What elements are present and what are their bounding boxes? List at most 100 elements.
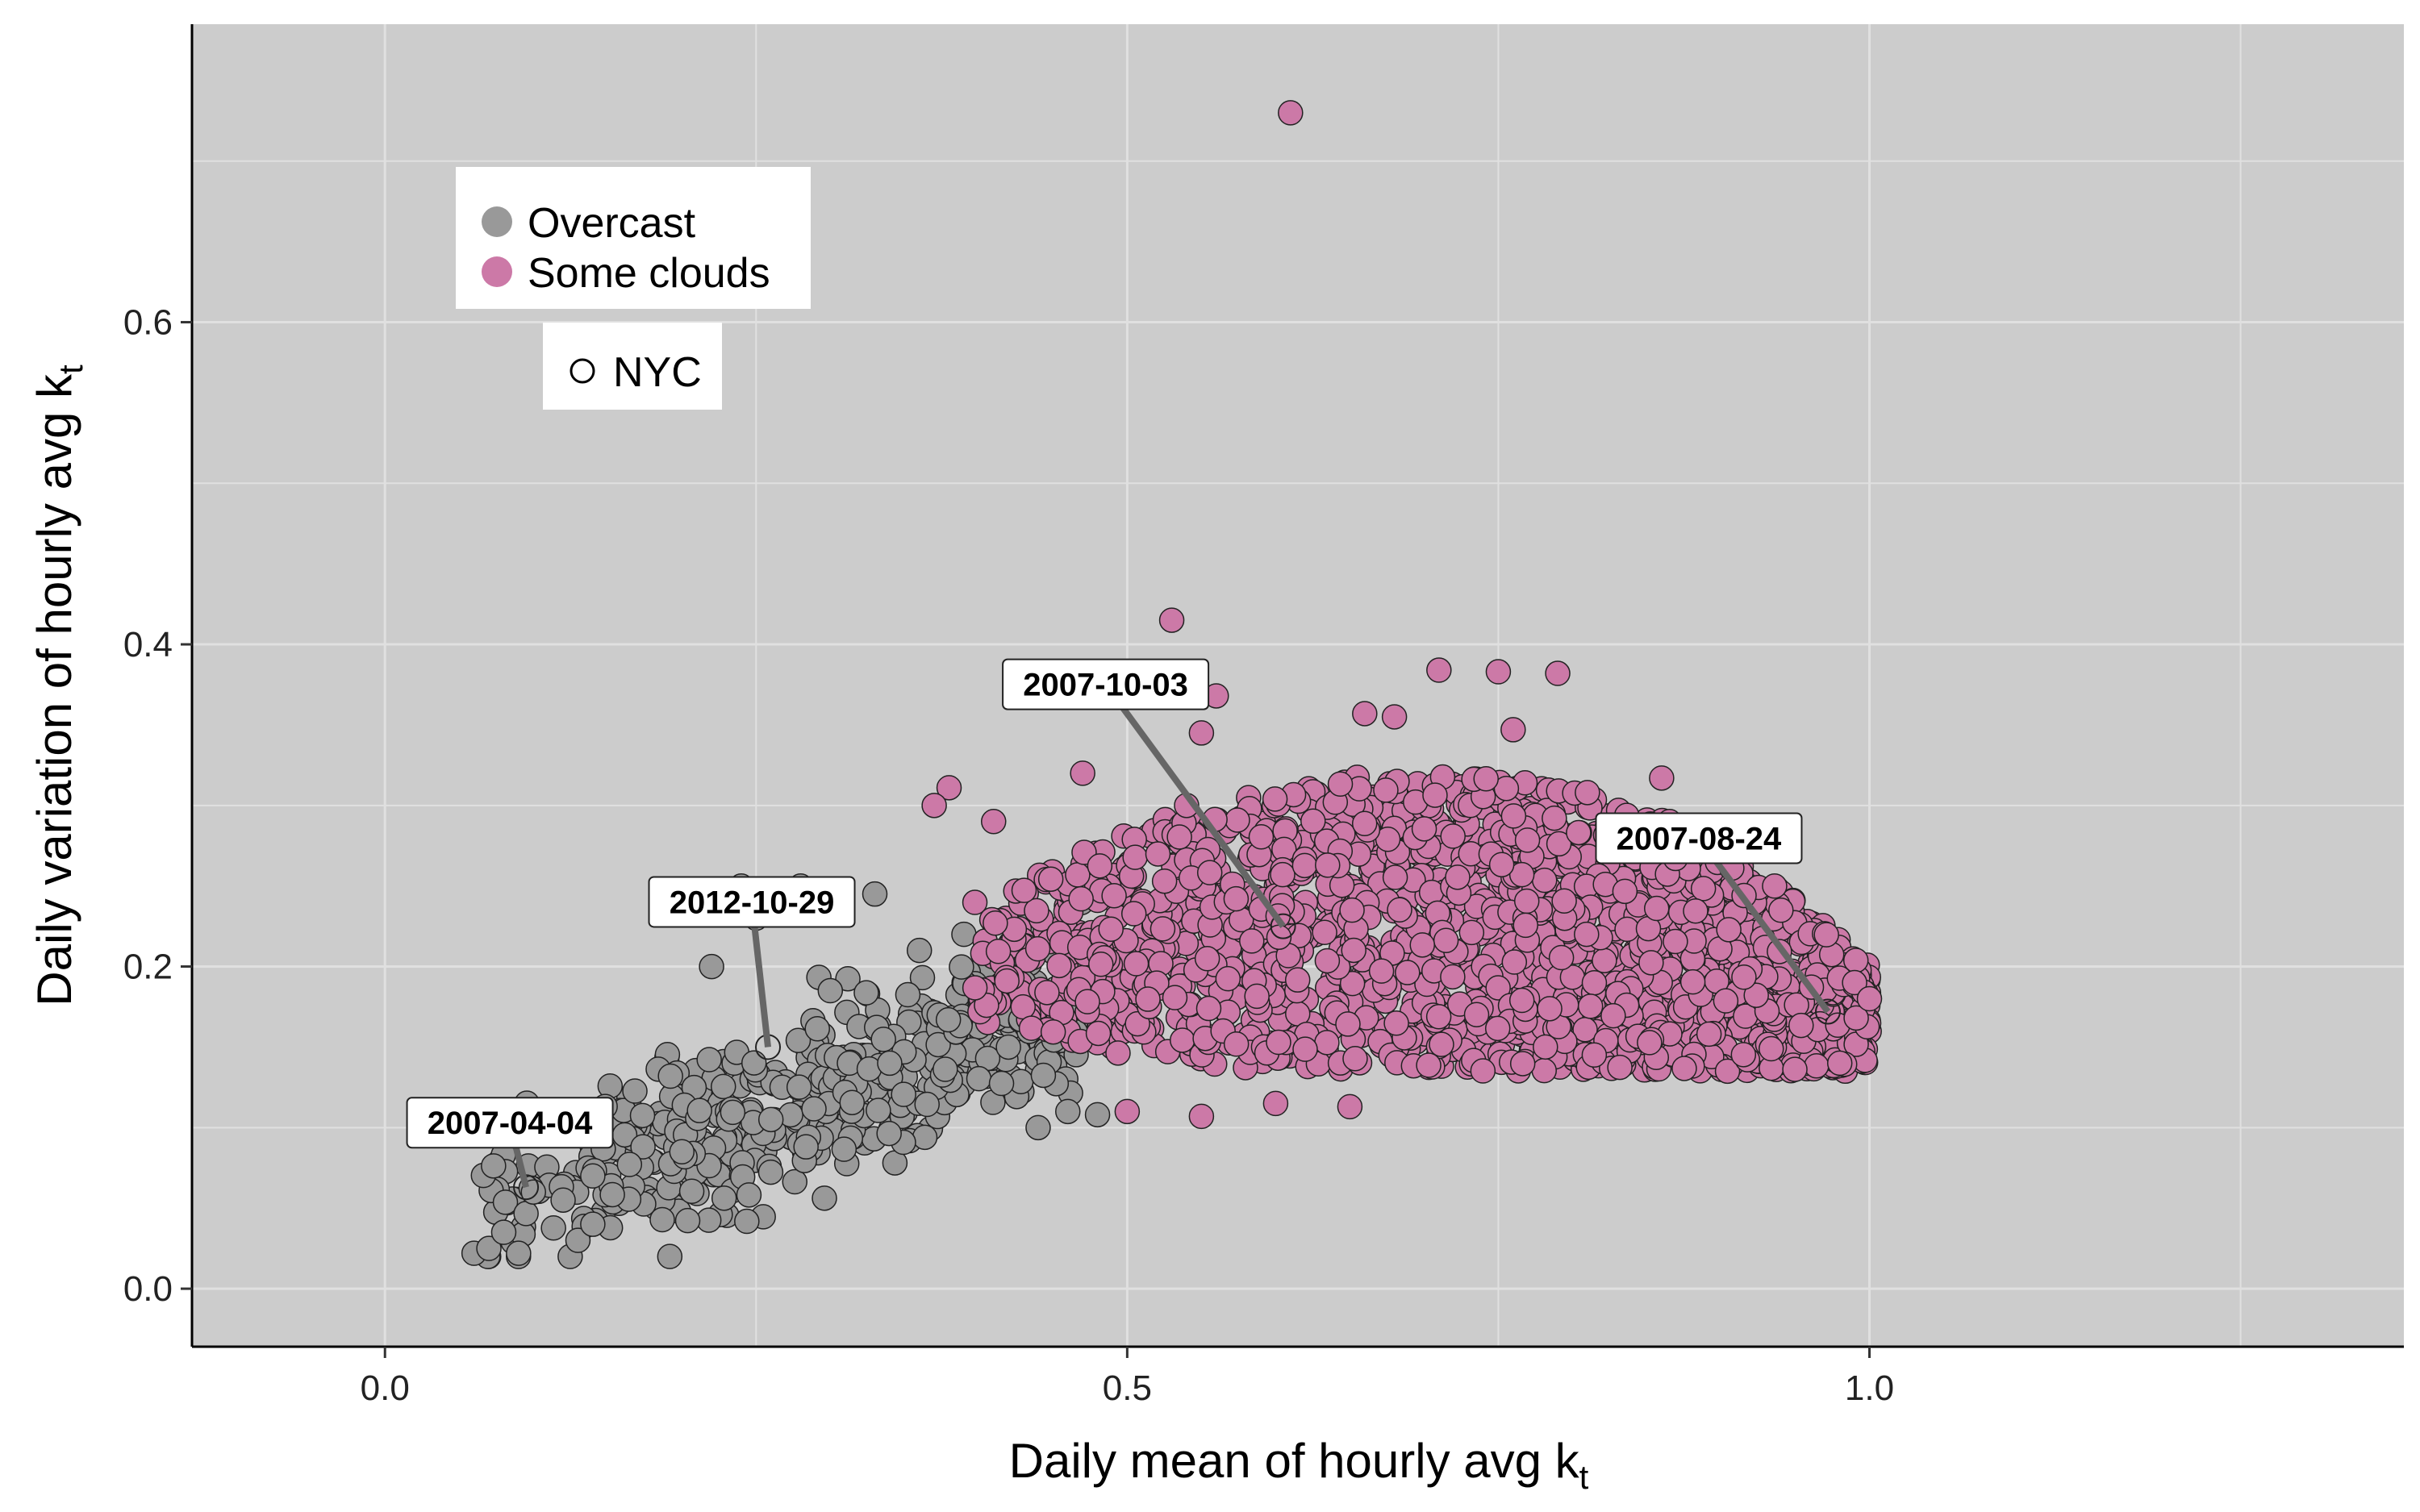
- overcast-point: [804, 1015, 830, 1042]
- some-clouds-point: [1114, 1098, 1141, 1125]
- some-clouds-point: [1188, 1103, 1215, 1130]
- overcast-point: [935, 1006, 962, 1033]
- some-clouds-point: [1856, 985, 1883, 1012]
- some-clouds-point: [1743, 982, 1769, 1008]
- some-clouds-point: [1731, 964, 1757, 990]
- some-clouds-point: [1409, 932, 1435, 958]
- some-clouds-point: [1387, 897, 1412, 923]
- some-clouds-point: [1158, 607, 1185, 633]
- some-clouds-point: [1683, 898, 1709, 924]
- some-clouds-point: [1341, 937, 1366, 964]
- legend-key-nyc: [570, 358, 595, 384]
- some-clouds-point: [1429, 1031, 1454, 1057]
- annotation-box: [1002, 658, 1210, 710]
- overcast-point: [995, 1034, 1021, 1060]
- overcast-point: [866, 1098, 891, 1123]
- overcast-point: [734, 1208, 760, 1235]
- overcast-point: [839, 1089, 866, 1115]
- some-clouds-point: [1485, 659, 1512, 685]
- overcast-point: [490, 1219, 517, 1245]
- y-axis-title: Daily variation of hourly avg kt: [27, 364, 90, 1006]
- legend-label-overcast: Overcast: [528, 200, 696, 247]
- some-clouds-point: [1262, 786, 1288, 812]
- some-clouds-point: [1085, 1020, 1112, 1047]
- annotation-leader: [1103, 682, 1286, 929]
- overcast-point: [741, 1050, 767, 1076]
- overcast-point: [674, 1207, 701, 1234]
- overcast-point: [895, 981, 921, 1008]
- some-clouds-point: [1607, 1054, 1633, 1081]
- some-clouds-point: [1024, 935, 1051, 962]
- overcast-point: [622, 1078, 648, 1104]
- legend-label-some-clouds: Some clouds: [528, 250, 770, 297]
- some-clouds-point: [1730, 1042, 1757, 1068]
- some-clouds-point: [1509, 1051, 1536, 1077]
- some-clouds-point: [1545, 660, 1571, 686]
- some-clouds-point: [1270, 861, 1296, 888]
- overcast-point: [914, 1091, 940, 1118]
- some-clouds-point: [1327, 771, 1354, 797]
- some-clouds-point: [1581, 969, 1608, 996]
- some-clouds-point: [1169, 1027, 1195, 1053]
- annotation-label: 2007-10-03: [1023, 668, 1188, 703]
- some-clouds-point: [1508, 861, 1535, 888]
- some-clouds-point: [1577, 993, 1604, 1019]
- overcast-point: [565, 1227, 591, 1253]
- overcast-point: [891, 1081, 916, 1107]
- some-clouds-point: [1512, 912, 1538, 939]
- overcast-point: [1025, 1114, 1051, 1141]
- overcast-point: [966, 1065, 992, 1092]
- some-clouds-point: [1373, 777, 1399, 803]
- y-tick-label: 0.2: [123, 948, 173, 987]
- some-clouds-point: [1440, 823, 1466, 849]
- some-clouds-point: [1278, 100, 1304, 126]
- overcast-point: [933, 1056, 958, 1082]
- some-clouds-point: [1010, 993, 1037, 1020]
- some-clouds-point: [1342, 1046, 1368, 1072]
- some-clouds-point: [1065, 862, 1091, 888]
- some-clouds-point: [962, 889, 988, 915]
- some-clouds-point: [1244, 983, 1270, 1010]
- gridlines: [192, 24, 2404, 1347]
- some-clouds-point: [1122, 844, 1148, 870]
- some-clouds-point: [1690, 876, 1717, 902]
- annotation-label: 2012-10-29: [670, 885, 835, 920]
- some-clouds-point: [1484, 1015, 1511, 1042]
- some-clouds-point: [1638, 950, 1664, 976]
- some-clouds-point: [1663, 928, 1688, 955]
- overcast-point: [812, 1185, 837, 1211]
- overcast-point: [711, 1185, 737, 1211]
- some-clouds-point: [1037, 866, 1064, 892]
- overcast-point: [710, 1073, 736, 1100]
- some-clouds-point: [1339, 897, 1365, 923]
- legend-fill: Overcast Some clouds: [456, 167, 811, 309]
- legend-label-nyc: NYC: [613, 349, 702, 396]
- axes: 0.0 0.5 1.0 0.0 0.2 0.4 0.6: [123, 24, 2404, 1408]
- some-clouds-point: [1649, 765, 1675, 791]
- some-clouds-points: [921, 100, 1883, 1130]
- some-clouds-point: [1546, 831, 1572, 857]
- some-clouds-point: [1215, 965, 1241, 992]
- some-clouds-point: [1382, 864, 1408, 890]
- some-clouds-point: [1195, 995, 1222, 1022]
- x-tick-label: 0.0: [361, 1368, 410, 1408]
- some-clouds-point: [985, 939, 1012, 964]
- some-clouds-point: [1087, 853, 1113, 879]
- some-clouds-point: [1445, 864, 1471, 890]
- annotations: 2007-04-04 2012-10-29 2007-10-03 2007-08-24: [406, 658, 1831, 1189]
- legend-key-some-clouds: [482, 256, 512, 287]
- some-clouds-point: [1314, 1030, 1340, 1056]
- overcast-point: [782, 1168, 808, 1195]
- some-clouds-point: [1024, 898, 1049, 924]
- some-clouds-point: [1614, 916, 1640, 943]
- some-clouds-point: [1470, 1058, 1496, 1084]
- some-clouds-point: [1493, 776, 1520, 802]
- some-clouds-point: [1381, 704, 1408, 730]
- overcast-point: [1084, 1102, 1111, 1128]
- overcast-point: [876, 1120, 902, 1147]
- some-clouds-point: [1637, 1030, 1663, 1056]
- some-clouds-point: [1123, 951, 1150, 977]
- annotation-box: [1595, 812, 1803, 864]
- overcast-point: [492, 1189, 519, 1215]
